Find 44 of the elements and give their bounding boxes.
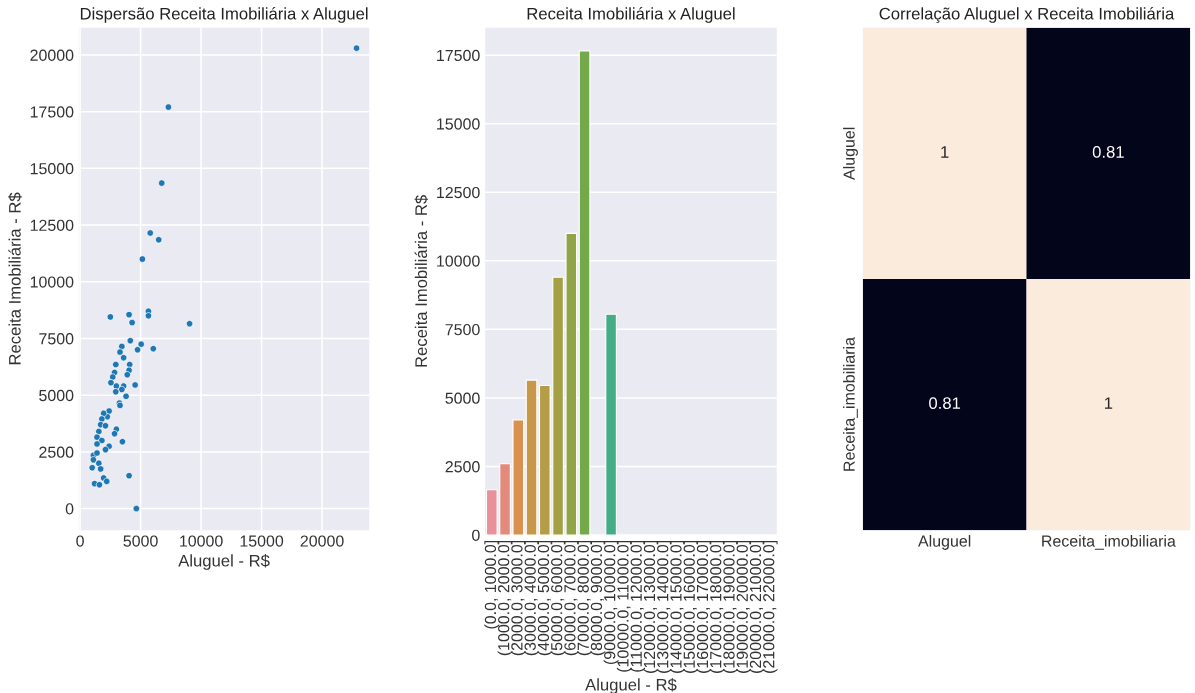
x-tick-label: (14000.0, 15000.0] <box>669 540 685 673</box>
y-tick-label: 15000 <box>437 118 480 130</box>
x-tick-label: 10000 <box>180 535 223 547</box>
y-axis-title: Receita Imobiliária - R$ <box>8 192 22 365</box>
x-tick-label: 20000 <box>300 535 344 547</box>
y-tick-label: 12500 <box>437 186 480 199</box>
y-tick-label: 0 <box>65 503 74 515</box>
y-tick-label: 20000 <box>30 49 74 61</box>
x-tick-label: (6000.0, 7000.0] <box>563 540 579 656</box>
chart-title: Dispersão Receita Imobiliária x Aluguel <box>80 7 368 23</box>
x-tick-label: Receita_imobiliaria <box>1042 535 1176 550</box>
y-tick-label: 17500 <box>30 106 74 118</box>
x-tick-label: (7000.0, 8000.0] <box>577 540 593 656</box>
x-tick-label: Aluguel <box>918 535 971 550</box>
y-tick-label: 7500 <box>39 333 74 345</box>
x-tick-label: 0 <box>76 535 84 547</box>
y-tick-label: 10000 <box>30 276 74 288</box>
y-tick-label: 17500 <box>437 49 480 62</box>
x-tick-label: (3000.0, 4000.0] <box>524 540 539 656</box>
chart-title: Correlação Aluguel x Receita Imobiliária <box>879 7 1175 23</box>
x-tick-label: (15000.0, 16000.0] <box>683 540 699 673</box>
x-tick-label: (11000.0, 12000.0] <box>630 540 646 672</box>
y-tick-label: 2500 <box>445 461 480 473</box>
x-tick-label: (18000.0, 19000.0] <box>722 540 738 673</box>
y-tick-label: 12500 <box>30 219 74 232</box>
x-tick-label: (10000.0, 11000.0] <box>616 540 632 672</box>
chart-title: Receita Imobiliária x Aluguel <box>527 7 735 23</box>
x-tick-label: 5000 <box>123 535 158 547</box>
data-label: 0.81 <box>929 397 961 410</box>
y-tick-label: 2500 <box>39 446 74 458</box>
x-axis-title: Aluguel - R$ <box>585 678 677 693</box>
y-tick-label: 5000 <box>445 392 480 404</box>
y-tick-label: 5000 <box>39 389 74 402</box>
y-tick-label: 7500 <box>445 323 480 336</box>
data-label: 1 <box>1105 397 1113 409</box>
x-tick-label: (2000.0, 3000.0] <box>510 540 526 656</box>
x-tick-label: (19000.0, 20000.0] <box>736 540 752 673</box>
data-label: 0.81 <box>1092 146 1124 158</box>
x-axis-title: Aluguel - R$ <box>178 554 270 570</box>
y-tick-label: 10000 <box>437 255 480 267</box>
y-tick-label: 15000 <box>30 162 74 175</box>
y-axis-title: Receita Imobiliária - R$ <box>414 195 429 367</box>
x-tick-label: 15000 <box>240 535 284 547</box>
data-label: 1 <box>941 146 949 158</box>
